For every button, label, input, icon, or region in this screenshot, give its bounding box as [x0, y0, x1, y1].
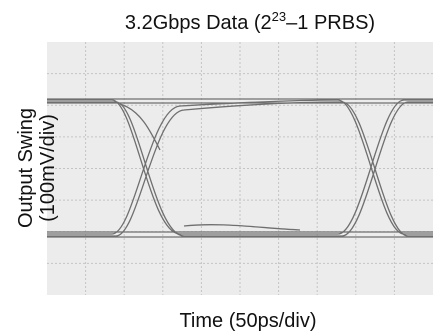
title-main: 3.2Gbps Data (2	[125, 12, 272, 34]
eye-diagram: 3.2Gbps Data (223–1 PRBS) Time (50ps/div…	[0, 0, 433, 336]
page: 3.2Gbps Data (223–1 PRBS) Time (50ps/div…	[0, 0, 433, 336]
title-end: –1 PRBS)	[286, 12, 375, 34]
y-axis-label-line: (100mV/div)	[37, 114, 59, 222]
title: 3.2Gbps Data (223–1 PRBS)	[125, 9, 375, 34]
title-superscript: 23	[272, 9, 286, 24]
y-axis-label-line: Output Swing	[15, 108, 37, 228]
y-axis-label: Output Swing (100mV/div)	[15, 108, 59, 228]
x-axis-label: Time (50ps/div)	[179, 310, 316, 332]
